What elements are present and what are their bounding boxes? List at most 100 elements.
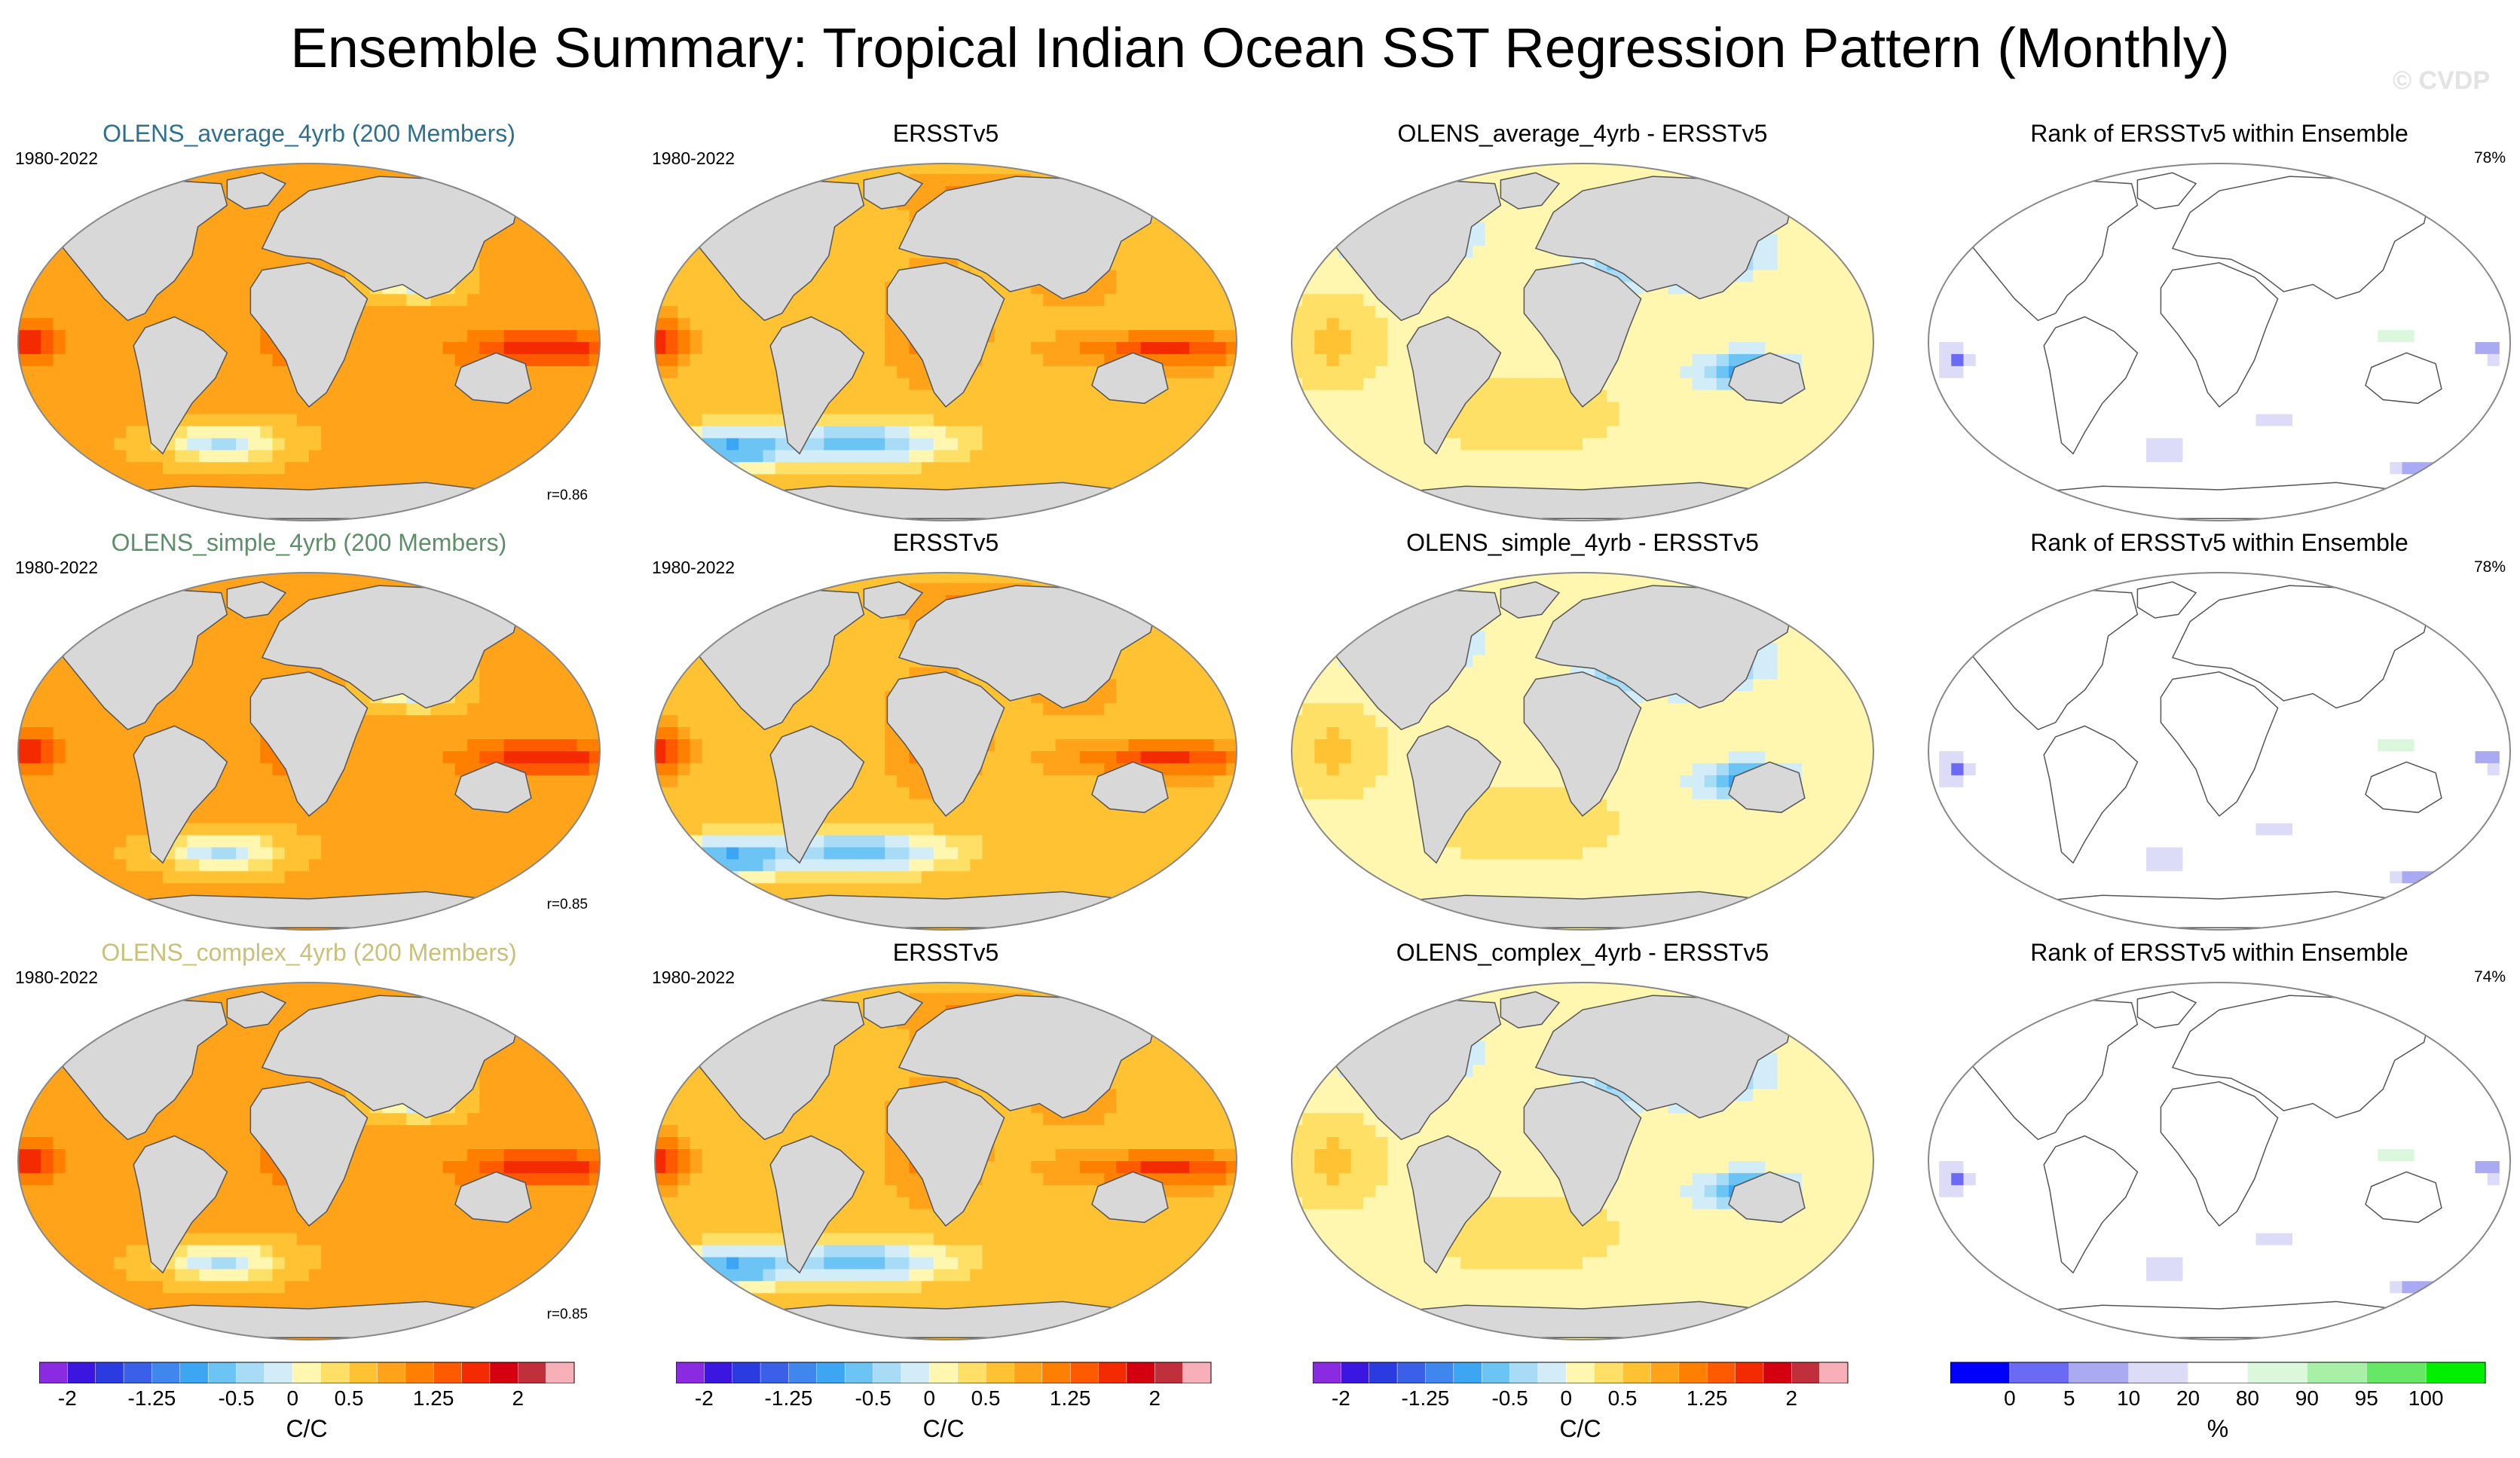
colorbar-swatch <box>1594 1362 1623 1383</box>
map-border <box>1928 982 2511 1340</box>
land-south-america <box>133 316 228 455</box>
map-border <box>1291 982 1874 1340</box>
colorbar-swatch <box>873 1362 902 1383</box>
land-eurasia <box>261 995 521 1119</box>
colorbar-swatch <box>1537 1362 1567 1383</box>
colorbar-tick-label: 0 <box>1560 1386 1573 1410</box>
field-shading <box>655 164 1237 521</box>
colorbar-swatch <box>151 1362 181 1383</box>
world-map <box>1291 572 1874 931</box>
land-greenland <box>2136 991 2197 1029</box>
land-eurasia <box>2171 176 2431 300</box>
land-south-america <box>2043 725 2139 864</box>
colorbar-tick-label: 1.25 <box>1686 1386 1728 1410</box>
colorbar-swatch <box>1763 1362 1793 1383</box>
colorbar-swatch <box>1069 1362 1099 1383</box>
colorbar-swatch <box>1678 1362 1708 1383</box>
colorbar-swatch <box>2128 1362 2189 1383</box>
land-greenland <box>2136 172 2197 209</box>
land-greenland <box>1500 991 1561 1029</box>
land-eurasia <box>261 585 521 709</box>
land-africa <box>2160 671 2279 818</box>
world-map <box>654 982 1237 1340</box>
colorbar-swatch <box>2247 1362 2308 1383</box>
land-australia <box>2365 352 2442 405</box>
land-eurasia <box>1534 995 1794 1119</box>
land-australia <box>454 761 532 814</box>
land-south-america <box>1406 316 1502 455</box>
period-label: 1980-2022 <box>15 558 98 577</box>
colorbar-tick-label: 2 <box>1785 1386 1798 1410</box>
colorbar-swatch <box>1154 1362 1184 1383</box>
colorbar-swatch <box>1182 1362 1212 1383</box>
land-eurasia <box>1534 176 1794 300</box>
panel-title: OLENS_complex_4yrb (200 Members) <box>101 939 517 966</box>
colorbar-tick-label: -0.5 <box>855 1386 891 1410</box>
colorbar-tick-label: 0.5 <box>971 1386 1001 1410</box>
panel-rank-row1: Rank of ERSSTv5 within Ensemble 78% <box>1918 117 2520 527</box>
rank-percent: 78% <box>2473 558 2506 576</box>
colorbar-tick-label: -1.25 <box>127 1386 176 1410</box>
panel-title: OLENS_complex_4yrb - ERSSTv5 <box>1396 939 1769 966</box>
colorbar-swatch <box>1481 1362 1511 1383</box>
map-border <box>654 163 1237 521</box>
land-greenland <box>863 991 924 1029</box>
world-map <box>654 572 1237 931</box>
land-eurasia <box>898 585 1158 709</box>
colorbar-swatch <box>1098 1362 1127 1383</box>
colorbar-swatch <box>732 1362 761 1383</box>
colorbar-swatch <box>1425 1362 1454 1383</box>
panel-ens-row3: OLENS_complex_4yrb (200 Members) 1980-202… <box>8 936 610 1346</box>
land-eurasia <box>898 995 1158 1119</box>
land-eurasia <box>2171 585 2431 709</box>
colorbar-tick-label: 0 <box>923 1386 936 1410</box>
land-south-america <box>2043 316 2139 455</box>
panel-rank-row2: Rank of ERSSTv5 within Ensemble 78% <box>1918 526 2520 937</box>
colorbar-units: C/C <box>286 1415 328 1442</box>
panel-title: ERSSTv5 <box>892 939 999 966</box>
pattern-correlation: r=0.85 <box>546 1307 588 1322</box>
panel-diff-row3: OLENS_complex_4yrb - ERSSTv5 <box>1281 936 1884 1346</box>
land-africa <box>886 1081 1005 1227</box>
colorbar-swatch <box>957 1362 986 1383</box>
land-greenland <box>226 991 287 1029</box>
world-map <box>1291 982 1874 1340</box>
period-label: 1980-2022 <box>15 967 98 987</box>
colorbar-swatch <box>985 1362 1015 1383</box>
land-australia <box>454 352 532 405</box>
colorbar-tick-label: -0.5 <box>1491 1386 1528 1410</box>
colorbar-tick-label: -1.25 <box>764 1386 813 1410</box>
colorbar-tick-label: 20 <box>2176 1386 2200 1410</box>
colorbar-2: -2 -1.25 -0.5 0 0.5 1.25 2 C/C <box>676 1356 1279 1458</box>
colorbar-frame <box>676 1362 1212 1383</box>
colorbar-tick-label: 0 <box>2004 1386 2016 1410</box>
field-shading <box>1292 983 1873 1340</box>
world-map <box>17 982 601 1340</box>
colorbar-units: C/C <box>1559 1415 1601 1442</box>
colorbar-4: 0 5 10 20 80 90 95 100% <box>1950 1356 2520 1458</box>
land-south-america <box>2043 1135 2139 1274</box>
land-africa <box>249 671 369 818</box>
land-africa <box>886 671 1005 818</box>
colorbar-tick-label: -0.5 <box>218 1386 255 1410</box>
world-map <box>1928 572 2511 931</box>
colorbar-tick-label: 95 <box>2354 1386 2378 1410</box>
period-label: 1980-2022 <box>15 148 98 168</box>
colorbar-swatch <box>67 1362 96 1383</box>
panel-title: ERSSTv5 <box>892 120 999 147</box>
colorbar-frame <box>39 1362 575 1383</box>
colorbar-swatch <box>2009 1362 2070 1383</box>
colorbar-swatch <box>348 1362 378 1383</box>
panel-title: Rank of ERSSTv5 within Ensemble <box>2030 939 2408 966</box>
world-map <box>17 572 601 931</box>
colorbar-swatch <box>1126 1362 1156 1383</box>
colorbar-tick-label: 90 <box>2295 1386 2319 1410</box>
map-border <box>1928 572 2511 931</box>
colorbar-swatch <box>1509 1362 1539 1383</box>
land-eurasia <box>1534 585 1794 709</box>
colorbar-swatch <box>95 1362 124 1383</box>
colorbar-swatch <box>207 1362 237 1383</box>
colorbar-swatch <box>816 1362 846 1383</box>
land-eurasia <box>2171 995 2431 1119</box>
colorbar-swatch <box>788 1362 818 1383</box>
